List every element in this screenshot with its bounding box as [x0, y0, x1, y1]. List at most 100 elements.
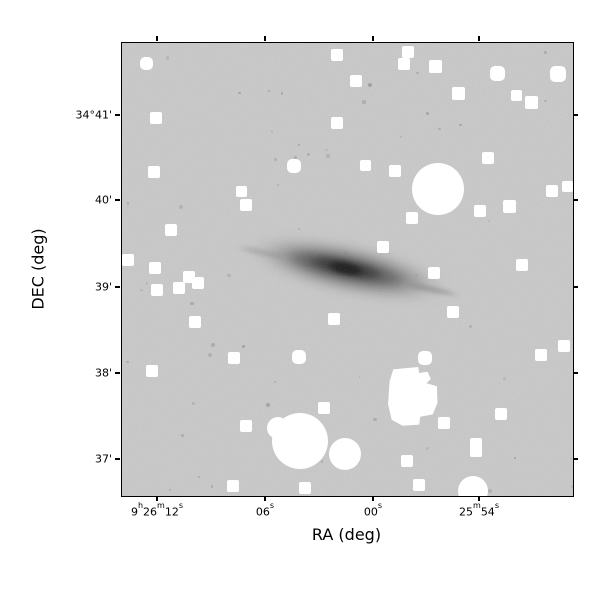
x-tick-label: 06s	[255, 501, 275, 519]
mask-region	[148, 166, 160, 178]
tick-mark	[573, 199, 578, 201]
mask-region	[418, 351, 432, 365]
y-tick-label: 37'	[94, 452, 112, 466]
faint-source-dot	[570, 457, 572, 460]
mask-region	[561, 180, 573, 192]
mask-region	[149, 262, 161, 274]
mask-region	[146, 365, 158, 377]
faint-source-dot	[426, 447, 430, 451]
faint-source-dot	[373, 417, 377, 421]
tick-mark	[573, 286, 578, 288]
mask-region	[447, 306, 459, 318]
mask-region	[412, 163, 464, 215]
tick-mark	[156, 496, 158, 501]
faint-source-dot	[358, 376, 361, 378]
mask-region	[328, 313, 340, 325]
mask-region	[413, 479, 425, 491]
tick-mark	[478, 496, 480, 501]
faint-source-dot	[197, 476, 201, 479]
faint-source-dot	[140, 288, 143, 292]
sky-image-plot	[121, 42, 574, 497]
faint-source-dot	[126, 360, 129, 364]
tick-mark	[115, 199, 120, 201]
faint-source-dot	[181, 433, 184, 437]
faint-source-dot	[210, 342, 215, 347]
mask-region	[474, 205, 486, 217]
mask-region	[192, 277, 204, 289]
faint-source-dot	[438, 127, 441, 131]
y-tick-label: 39'	[94, 280, 112, 294]
faint-source-dot	[190, 302, 194, 306]
faint-source-dot	[145, 282, 149, 285]
x-tick-label: 00s	[363, 501, 383, 519]
y-axis-label: DEC (deg)	[28, 227, 48, 310]
mask-region	[402, 46, 414, 58]
mask-region	[150, 112, 162, 124]
faint-source-dot	[192, 402, 196, 405]
tick-mark	[156, 36, 158, 41]
y-tick-label: 34°41'	[75, 108, 112, 122]
tick-mark	[264, 36, 266, 41]
faint-source-dot	[168, 488, 172, 492]
mask-region	[331, 49, 343, 61]
mask-region	[401, 455, 413, 467]
faint-source-dot	[274, 380, 277, 383]
tick-mark	[573, 372, 578, 374]
mask-region	[235, 185, 247, 197]
mask-region	[173, 282, 185, 294]
x-tick-label: 9h26m12s	[130, 501, 184, 519]
faint-source-dot	[325, 154, 330, 158]
mask-region	[438, 417, 450, 429]
faint-source-dot	[514, 456, 517, 459]
faint-source-dot	[267, 89, 270, 92]
mask-region	[331, 117, 343, 129]
tick-mark	[115, 458, 120, 460]
mask-region	[546, 185, 558, 197]
mask-region	[389, 165, 401, 177]
faint-source-dot	[400, 135, 403, 138]
mask-region	[470, 437, 482, 457]
faint-source-dot	[207, 352, 212, 357]
x-axis-label: RA (deg)	[311, 525, 382, 544]
tick-mark	[115, 372, 120, 374]
tick-mark	[478, 36, 480, 41]
mask-region	[398, 58, 410, 70]
faint-source-dot	[227, 273, 231, 278]
mask-region	[292, 350, 306, 364]
tick-mark	[372, 36, 374, 41]
faint-source-dot	[543, 51, 548, 55]
mask-region	[388, 367, 438, 426]
mask-region	[377, 241, 389, 253]
mask-region	[558, 340, 570, 352]
mask-region	[359, 159, 371, 171]
tick-mark	[115, 286, 120, 288]
mask-region	[318, 402, 330, 414]
tick-mark	[115, 114, 120, 116]
faint-source-dot	[126, 202, 130, 205]
mask-region	[428, 59, 442, 73]
faint-source-dot	[488, 489, 493, 493]
mask-region	[122, 254, 134, 266]
tick-mark	[573, 458, 578, 460]
mask-region	[267, 417, 289, 439]
mask-region	[139, 56, 153, 70]
faint-source-dot	[488, 220, 491, 223]
mask-region	[495, 408, 507, 420]
faint-source-dot	[179, 205, 183, 209]
faint-source-dot	[266, 402, 271, 407]
mask-region	[524, 95, 538, 109]
faint-source-dot	[237, 91, 241, 95]
mask-region	[240, 199, 252, 211]
faint-source-dot	[165, 56, 170, 60]
mask-region	[482, 152, 494, 164]
faint-source-dot	[368, 83, 373, 88]
faint-source-dot	[281, 92, 284, 95]
tick-mark	[573, 114, 578, 116]
faint-source-dot	[571, 484, 573, 489]
mask-region	[189, 316, 201, 328]
faint-source-dot	[416, 71, 420, 75]
faint-source-dot	[362, 100, 366, 104]
mask-region	[502, 199, 516, 213]
mask-region	[299, 482, 311, 494]
